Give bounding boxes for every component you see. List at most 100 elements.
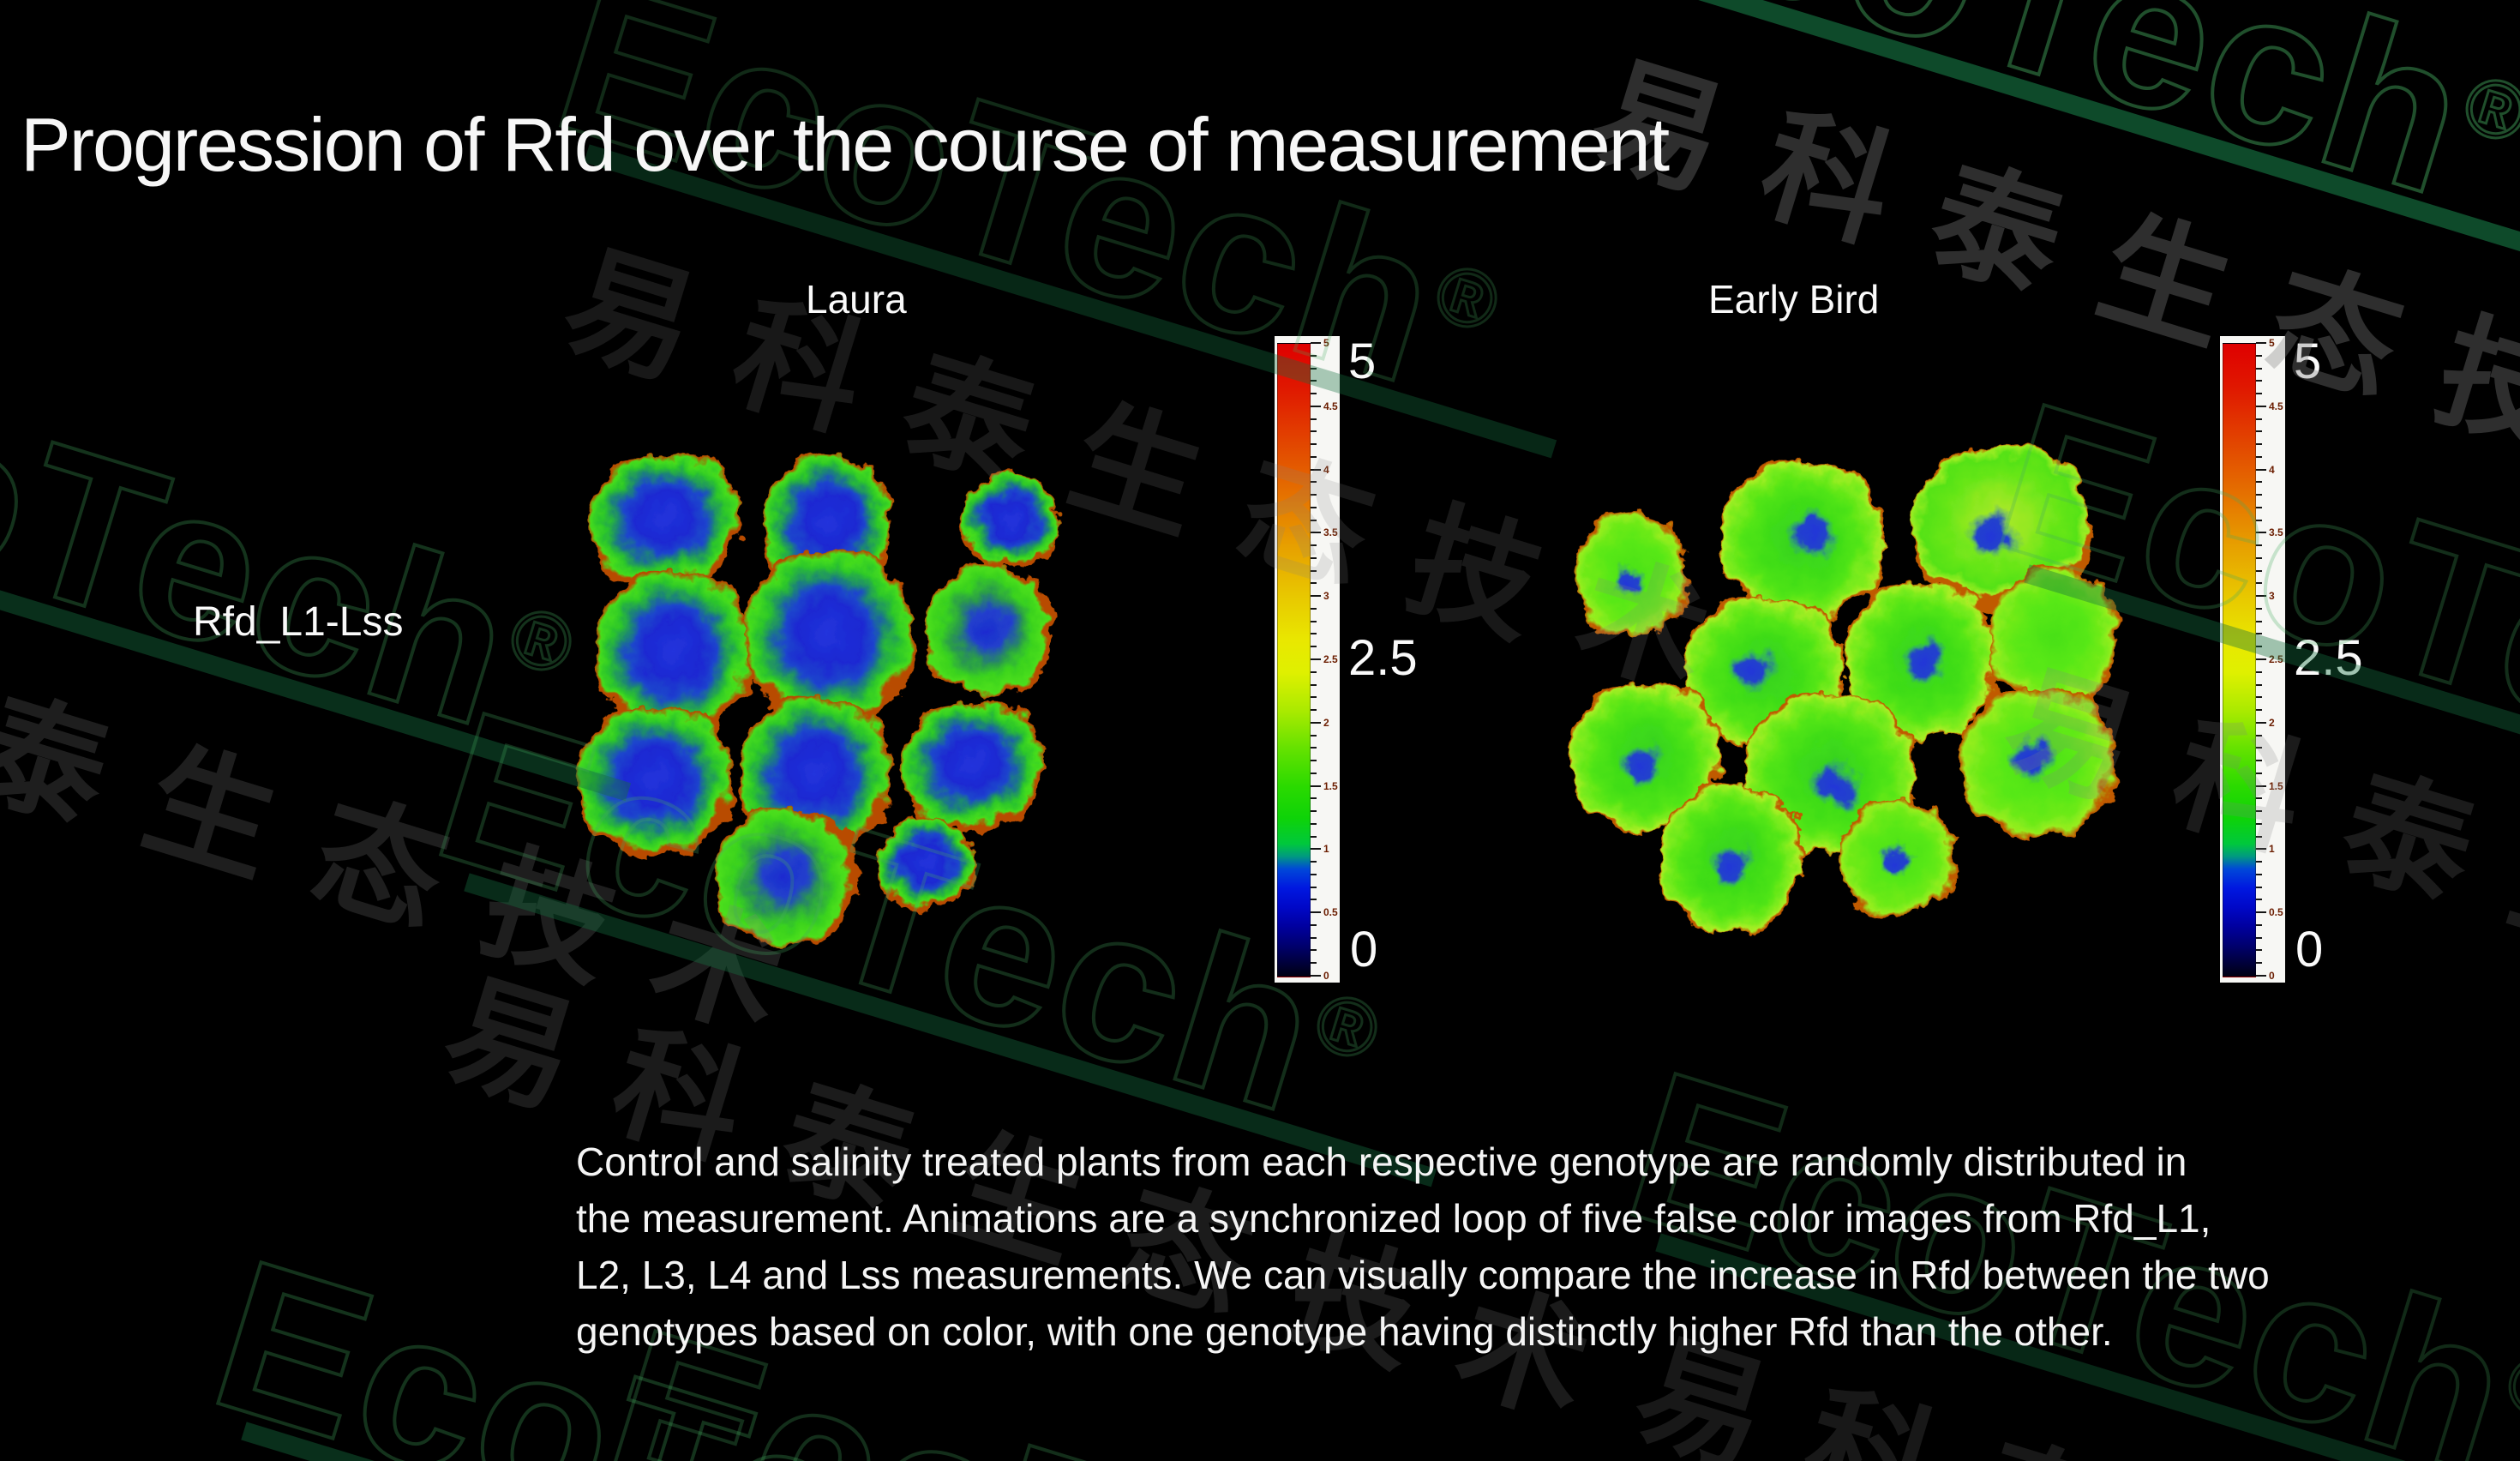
minor-tick [1311, 494, 1317, 496]
minor-tick [2256, 418, 2262, 420]
major-tick [2256, 595, 2266, 598]
colorbar-early-bird: 5 4.5 4 3.5 3 2.5 2 1.5 1 0.5 0 5 2.5 0 [2220, 334, 2460, 983]
minor-tick [2256, 455, 2262, 458]
major-tick [1311, 342, 1321, 344]
minor-tick [2256, 506, 2262, 508]
tick-label: 1.5 [1323, 779, 1338, 792]
plant-rosette [952, 465, 1070, 579]
minor-tick [2256, 683, 2262, 686]
minor-tick [1311, 760, 1317, 762]
minor-tick [1311, 936, 1317, 939]
colorbar-mid-label: 2.5 [1348, 630, 1418, 686]
minor-tick [1311, 633, 1317, 635]
plant-blue-center [2004, 735, 2058, 785]
panel-label-early-bird: Early Bird [1708, 277, 1880, 322]
plant-rosette [1570, 507, 1694, 641]
major-tick [1311, 595, 1321, 598]
minor-tick [1311, 747, 1317, 749]
major-tick [2256, 658, 2266, 660]
minor-tick [1311, 734, 1317, 737]
minor-tick [2256, 873, 2262, 875]
minor-tick [1311, 822, 1317, 825]
minor-tick [2256, 936, 2262, 939]
minor-tick [1311, 582, 1317, 585]
tick-label: 3.5 [1323, 526, 1338, 539]
plant-blue-center [1724, 646, 1779, 694]
plant-blue-center [1875, 839, 1917, 879]
major-tick [2256, 532, 2266, 534]
colorbar-panel: 5 4.5 4 3.5 3 2.5 2 1.5 1 0.5 0 [1275, 336, 1340, 983]
major-tick [1311, 532, 1321, 534]
major-tick [2256, 468, 2266, 471]
minor-tick [2256, 923, 2262, 926]
tick-label: 1 [2269, 843, 2275, 856]
tick-label: 0 [2269, 970, 2275, 982]
colorbar-min-label: 0 [2295, 922, 2324, 977]
minor-tick [1311, 670, 1317, 673]
minor-tick [2256, 380, 2262, 382]
minor-tick [1311, 569, 1317, 572]
tick-label: 3 [1323, 590, 1329, 603]
minor-tick [1311, 861, 1317, 863]
colorbar-panel: 5 4.5 4 3.5 3 2.5 2 1.5 1 0.5 0 [2220, 336, 2285, 983]
watermark-text: EcoTech [0, 278, 542, 773]
tick-label: 3.5 [2269, 526, 2283, 539]
false-color-image-early-bird [1563, 434, 2164, 952]
minor-tick [1311, 810, 1317, 813]
minor-tick [1311, 620, 1317, 622]
minor-tick [2256, 393, 2262, 395]
colorbar-gradient [2223, 343, 2256, 977]
minor-tick [1311, 646, 1317, 648]
minor-tick [1311, 873, 1317, 875]
caption-line: Control and salinity treated plants from… [576, 1139, 2187, 1184]
minor-tick [2256, 556, 2262, 559]
major-tick [1311, 911, 1321, 914]
colorbar-gradient [1277, 343, 1311, 977]
minor-tick [2256, 354, 2262, 357]
minor-tick [2256, 696, 2262, 699]
tick-label: 4 [1323, 463, 1329, 476]
tick-label: 0.5 [1323, 906, 1338, 919]
minor-tick [1311, 367, 1317, 370]
colorbar-max-label: 5 [1348, 334, 1377, 389]
tick-label: 0 [1323, 970, 1329, 982]
tick-label: 1.5 [2269, 779, 2283, 792]
major-tick [2256, 848, 2266, 851]
minor-tick [1311, 923, 1317, 926]
minor-tick [1311, 418, 1317, 420]
minor-tick [1311, 544, 1317, 547]
minor-tick [1311, 886, 1317, 888]
minor-tick [2256, 443, 2262, 446]
major-tick [1311, 785, 1321, 787]
minor-tick [2256, 646, 2262, 648]
plant-blue-center [1898, 637, 1951, 689]
minor-tick [2256, 886, 2262, 888]
minor-tick [2256, 822, 2262, 825]
minor-tick [1311, 696, 1317, 699]
registered-mark-icon: ® [2452, 57, 2520, 165]
tick-label: 4 [2269, 463, 2275, 476]
minor-tick [2256, 670, 2262, 673]
row-label-rfd: Rfd_L1-Lss [193, 599, 404, 645]
minor-tick [1311, 683, 1317, 686]
minor-tick [2256, 494, 2262, 496]
tick-label: 5 [2269, 337, 2275, 349]
minor-tick [1311, 481, 1317, 484]
caption-line: L2, L3, L4 and Lss measurements. We can … [576, 1253, 2270, 1297]
caption-line: the measurement. Animations are a synchr… [576, 1196, 2211, 1241]
minor-tick [2256, 861, 2262, 863]
tick-label: 4.5 [2269, 400, 2283, 412]
registered-mark-icon: ® [2495, 1334, 2520, 1442]
major-tick [2256, 342, 2266, 344]
minor-tick [2256, 430, 2262, 433]
major-tick [2256, 975, 2266, 977]
tick-label: 2 [2269, 716, 2275, 729]
minor-tick [2256, 569, 2262, 572]
slide-title: Progression of Rfd over the course of me… [21, 102, 1670, 187]
watermark-underline-bar [241, 1422, 1215, 1461]
minor-tick [2256, 367, 2262, 370]
colorbar-ticks: 5 4.5 4 3.5 3 2.5 2 1.5 1 0.5 0 [1311, 337, 1340, 982]
major-tick [2256, 785, 2266, 787]
watermark-underline-bar [1612, 0, 2520, 270]
